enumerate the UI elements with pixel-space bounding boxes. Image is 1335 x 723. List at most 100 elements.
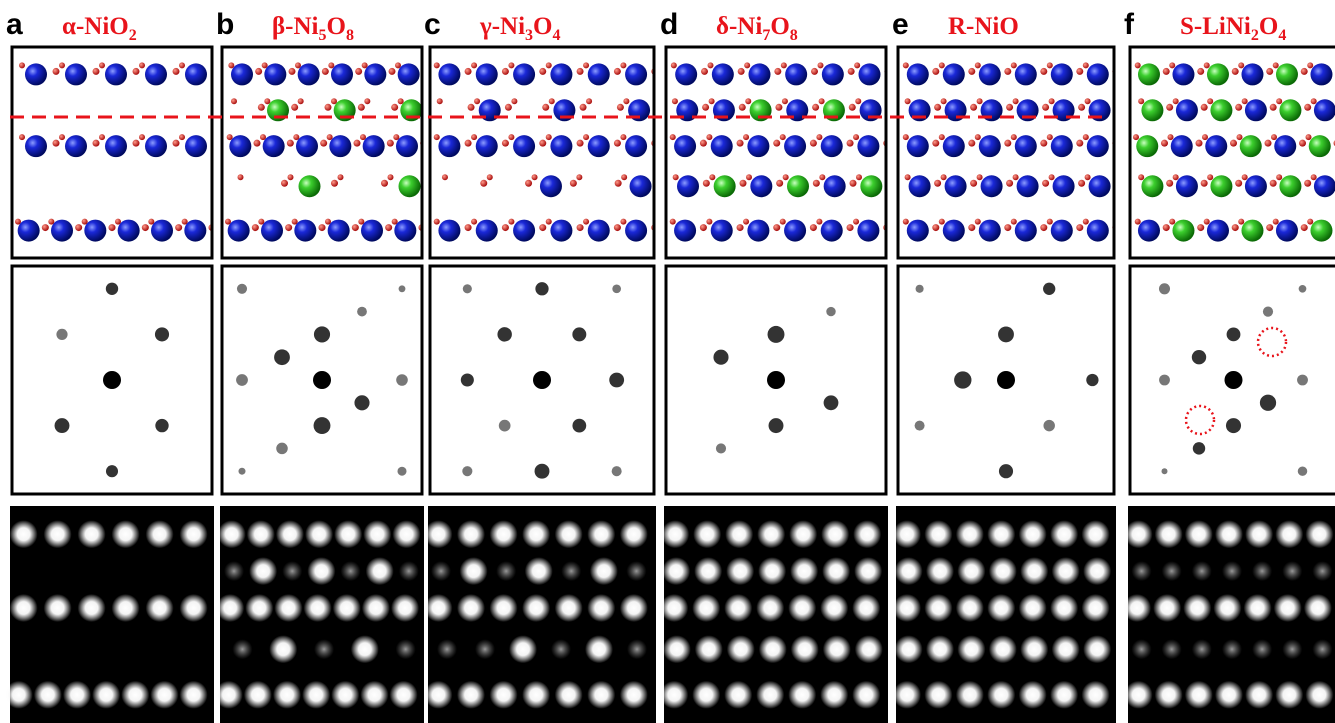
stem-image <box>5 506 214 723</box>
atom-column <box>1252 639 1272 659</box>
oxygen-atom <box>179 134 185 140</box>
atom-column <box>1305 681 1333 709</box>
oxygen-atom <box>1004 224 1011 231</box>
oxygen-atom <box>381 180 388 187</box>
atom-column <box>757 520 785 548</box>
oxygen-atom <box>1076 68 1083 75</box>
diffraction-spot <box>1192 350 1206 364</box>
nickel-atom <box>1015 220 1037 242</box>
atom-column <box>987 594 1015 622</box>
oxygen-atom <box>109 224 116 231</box>
oxygen-atom <box>903 134 909 140</box>
nickel-atom <box>361 220 383 242</box>
oxygen-atom <box>853 134 859 140</box>
oxygen-atom <box>474 98 480 104</box>
diffraction-spot <box>313 371 331 389</box>
oxygen-atom <box>745 98 751 104</box>
oxygen-atom <box>700 140 707 147</box>
oxygen-atom <box>434 219 440 225</box>
oxygen-atom <box>1307 62 1313 68</box>
diffraction-spot <box>609 373 624 388</box>
atom-column <box>758 557 786 585</box>
nickel-atom <box>550 63 572 85</box>
oxygen-atom <box>847 140 854 147</box>
oxygen-atom <box>338 174 344 180</box>
oxygen-atom <box>1306 134 1312 140</box>
atom-column <box>314 639 334 659</box>
oxygen-atom <box>848 68 855 75</box>
atom-column <box>759 635 787 663</box>
nickel-atom <box>65 63 87 85</box>
atom-column <box>10 594 38 622</box>
oxygen-atom <box>1235 104 1242 111</box>
atom-column <box>146 520 174 548</box>
diffraction-spot <box>274 349 290 365</box>
oxygen-atom <box>508 219 514 225</box>
diffraction-spot <box>397 467 406 476</box>
oxygen-atom <box>577 140 584 147</box>
oxygen-atom <box>358 104 365 111</box>
oxygen-atom <box>1232 224 1239 231</box>
diffraction-spot <box>499 420 511 432</box>
atom-column <box>1245 520 1273 548</box>
oxygen-atom <box>75 224 82 231</box>
atom-column <box>457 594 485 622</box>
diffraction-spot <box>716 443 726 453</box>
atom-column <box>956 520 984 548</box>
oxygen-atom <box>322 68 329 75</box>
oxygen-atom <box>1276 98 1282 104</box>
oxygen-atom <box>706 134 712 140</box>
diffraction-panel <box>1130 266 1335 494</box>
atom-column <box>490 594 518 622</box>
atom-column <box>855 635 883 663</box>
oxygen-atom <box>617 104 624 111</box>
oxygen-atom <box>1266 68 1273 75</box>
oxygen-atom <box>780 219 786 225</box>
oxygen-atom <box>1013 174 1019 180</box>
oxygen-atom <box>773 140 780 147</box>
title-part: S-LiNi <box>1180 13 1251 40</box>
diffraction-spot <box>237 284 247 294</box>
oxygen-atom <box>583 62 589 68</box>
oxygen-atom <box>213 68 220 75</box>
oxygen-atom <box>1169 219 1175 225</box>
oxygen-atom <box>179 62 185 68</box>
oxygen-atom <box>740 180 747 187</box>
oxygen-atom <box>175 224 182 231</box>
title-part: O <box>1259 13 1278 40</box>
oxygen-atom <box>1042 180 1049 187</box>
oxygen-atom <box>620 219 626 225</box>
oxygen-atom <box>854 62 860 68</box>
atom-column <box>585 635 613 663</box>
diffraction-spot <box>999 464 1013 478</box>
oxygen-atom <box>1040 140 1047 147</box>
nickel-atom <box>185 63 207 85</box>
atom-column <box>245 594 273 622</box>
lithium-atom <box>714 175 736 197</box>
atom-column <box>1213 594 1241 622</box>
nickel-atom <box>331 63 353 85</box>
atom-column <box>351 635 379 663</box>
oxygen-atom <box>387 140 394 147</box>
oxygen-atom <box>968 140 975 147</box>
nickel-atom <box>398 63 420 85</box>
oxygen-atom <box>1270 180 1277 187</box>
atom-column <box>1019 520 1047 548</box>
nickel-atom <box>184 220 206 242</box>
diffraction-spot <box>56 329 67 340</box>
atom-column <box>788 594 816 622</box>
diffraction-spot <box>155 419 168 432</box>
diffraction-spot <box>1086 374 1098 386</box>
oxygen-atom <box>539 68 546 75</box>
diffraction-spot <box>55 418 70 433</box>
title-part: α-NiO <box>62 13 129 40</box>
atom-column <box>1252 561 1272 581</box>
oxygen-atom <box>546 134 552 140</box>
nickel-atom <box>907 63 929 85</box>
diffraction-spot <box>535 464 550 479</box>
atom-column <box>1050 520 1078 548</box>
atom-column <box>852 681 880 709</box>
diffraction-spot <box>238 468 245 475</box>
oxygen-atom <box>1242 174 1248 180</box>
panel-letter: c <box>424 8 441 41</box>
